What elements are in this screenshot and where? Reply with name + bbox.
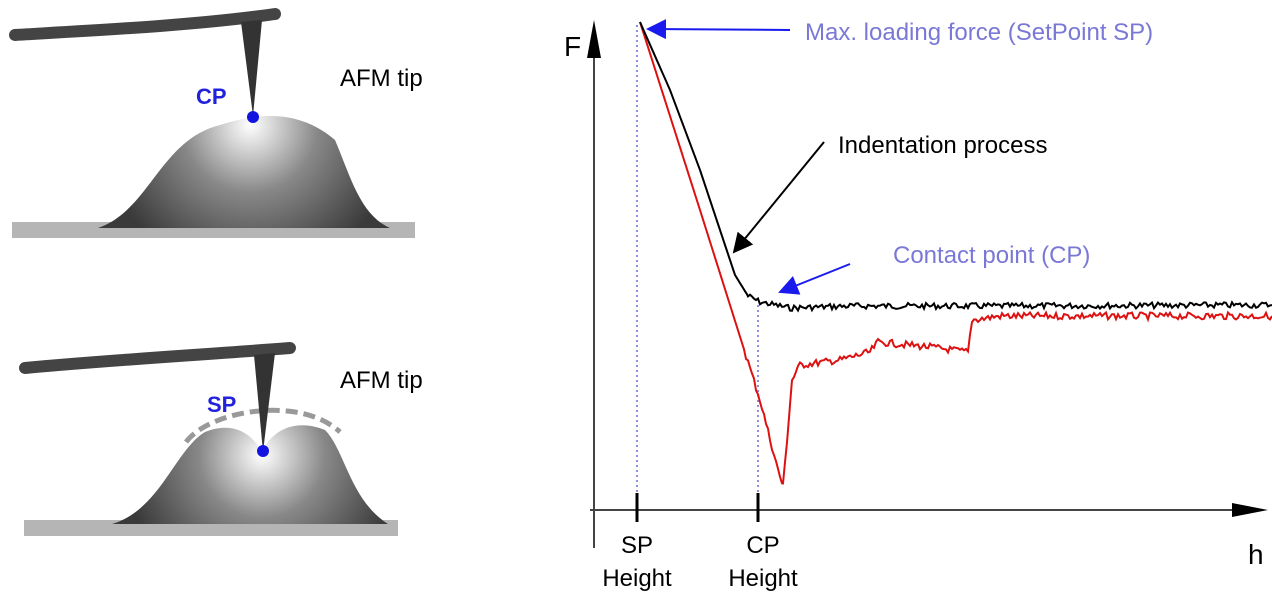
original-surface [184,407,342,444]
y-axis-label: F [564,31,581,62]
cantilever [9,8,281,41]
point-label: SP [207,392,236,417]
point-label: CP [196,84,227,109]
x-axis-label: h [1248,539,1264,570]
force-plot: F h Max. loading force (SetPoint SP) Ind… [564,19,1272,592]
tip-label: AFM tip [340,65,423,92]
arrow [732,141,825,254]
tip-label: AFM tip [340,367,423,394]
x-arrow [1232,503,1268,517]
panel-bottom: SP AFM tip [19,342,423,536]
sample [112,425,388,524]
arrow [778,263,851,295]
retract-curve [639,21,1272,485]
panel-top: CP AFM tip [9,8,423,238]
marker-label: Height [728,565,798,592]
arrow [646,19,791,40]
tip [254,353,275,452]
approach-curve [639,21,1272,313]
y-arrow [587,20,601,58]
marker-label: CP [746,532,779,559]
setpoint-dot [257,445,269,457]
contact-dot [247,111,259,123]
cantilever [19,342,296,374]
annotation: Indentation process [838,132,1047,159]
marker-label: SP [621,532,653,559]
marker-label: Height [602,565,672,592]
sample [98,115,390,228]
annotation: Max. loading force (SetPoint SP) [805,19,1153,46]
tip [241,20,262,116]
annotation: Contact point (CP) [893,242,1090,269]
